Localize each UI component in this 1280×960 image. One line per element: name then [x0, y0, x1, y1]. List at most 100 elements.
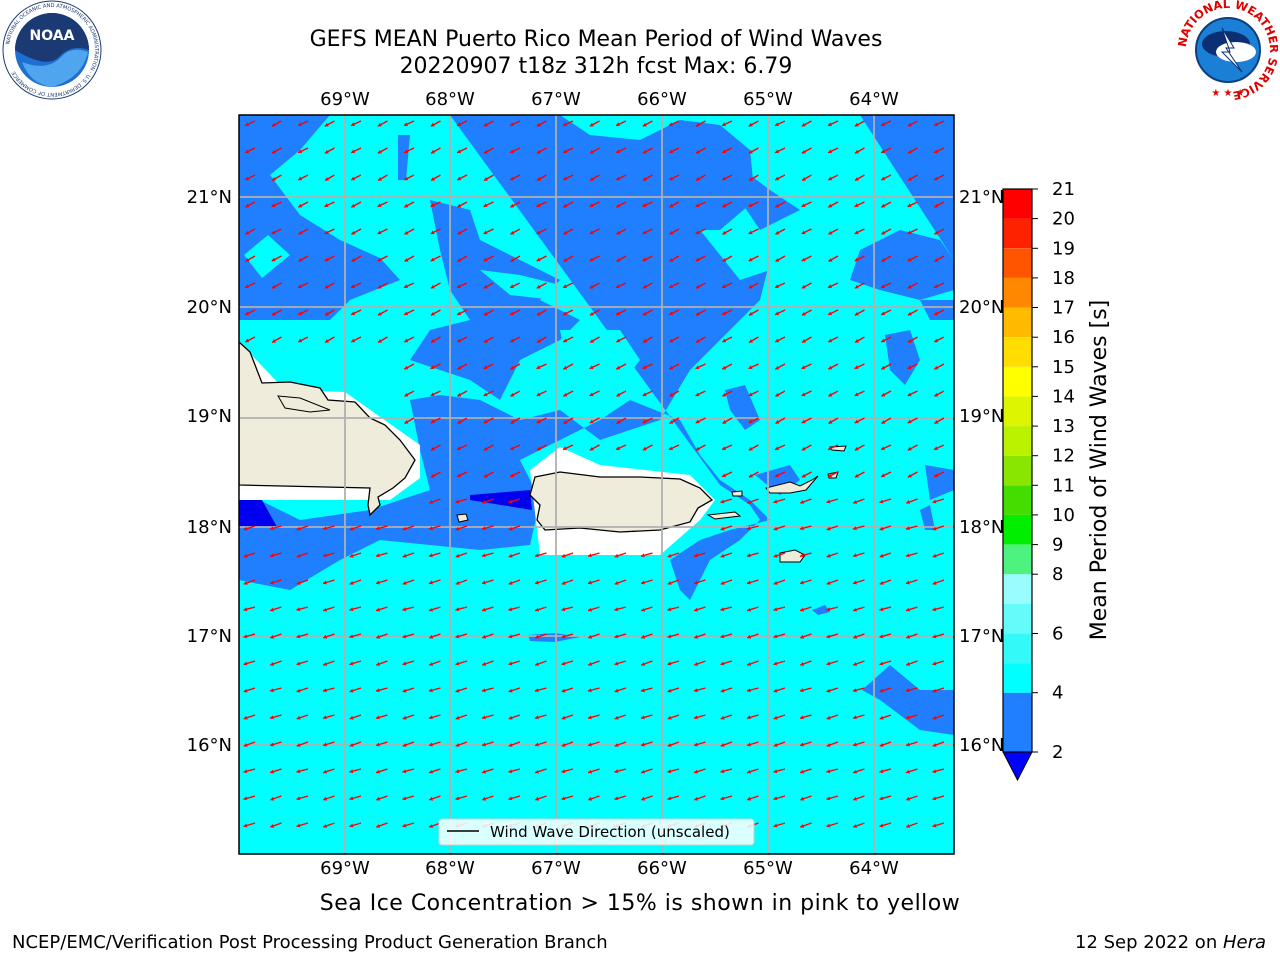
graticule: [239, 115, 954, 854]
colorbar-tick-label: 9: [1052, 535, 1063, 556]
wave-arrow-head: [508, 743, 513, 747]
wave-arrow-head: [932, 634, 937, 639]
lat-label-right: 20°N: [959, 297, 1004, 318]
wave-arrow-head: [643, 177, 647, 181]
wave-arrow-head: [589, 122, 594, 127]
wave-arrow-head: [669, 311, 674, 316]
wave-arrow-head: [588, 580, 592, 585]
wave-arrow-head: [879, 796, 884, 801]
wave-arrow-head: [428, 526, 433, 531]
colorbar-segment: [1003, 366, 1032, 397]
wave-arrow-head: [773, 661, 778, 666]
wave-arrow-head: [535, 796, 540, 801]
wave-arrow-head: [934, 284, 938, 289]
wave-arrow-head: [404, 258, 409, 262]
colorbar-tick-label: 15: [1052, 357, 1075, 378]
wave-arrow-head: [349, 581, 354, 585]
wave-arrow-head: [298, 230, 303, 235]
wave-arrow-head: [402, 581, 407, 585]
wave-arrow-head: [510, 446, 514, 451]
wave-arrow-head: [536, 365, 541, 370]
wave-arrow-head: [296, 823, 301, 828]
wave-arrow-head: [351, 258, 356, 262]
wave-arrow-head: [298, 176, 303, 181]
wave-arrow-head: [694, 715, 698, 720]
wave-arrow-head: [881, 258, 886, 262]
wave-arrow-head: [245, 203, 250, 208]
wave-arrow-head: [616, 420, 621, 424]
wave-arrow-head: [482, 580, 486, 585]
wave-arrow-head: [349, 607, 354, 612]
wave-arrow-head: [271, 230, 276, 235]
wave-arrow-head: [323, 662, 328, 666]
wave-arrow-head: [457, 230, 462, 235]
wave-arrow-head: [296, 796, 301, 801]
very-low-period-region: [239, 500, 277, 527]
wave-arrow-head: [588, 769, 592, 774]
wave-arrow-head: [429, 500, 434, 504]
sea-ice-note: Sea Ice Concentration > 15% is shown in …: [319, 891, 961, 916]
wave-arrow-head: [430, 311, 435, 316]
low-period-regions: [239, 115, 954, 735]
wave-arrow-head: [695, 149, 700, 154]
wave-arrow-head: [563, 365, 568, 370]
lon-label-top: 69°W: [320, 89, 370, 110]
wave-arrow-head: [482, 662, 487, 666]
low-period-region: [862, 665, 954, 735]
low-period-region: [885, 330, 920, 385]
wave-arrow-head: [906, 769, 910, 774]
wave-arrow-head: [853, 607, 857, 612]
wave-arrow-head: [270, 742, 274, 747]
colorbar-segment: [1003, 189, 1032, 219]
wave-arrow-head: [800, 553, 804, 558]
wave-arrow-head: [694, 634, 699, 639]
wave-arrow-head: [349, 526, 354, 531]
wave-arrow-head: [298, 338, 303, 343]
wave-arrow-head: [932, 688, 937, 693]
wave-arrow-head: [905, 688, 910, 693]
hispaniola-land: [239, 341, 416, 517]
wave-arrow-head: [932, 581, 937, 585]
wave-arrow-head: [376, 634, 381, 639]
wave-arrow-head: [588, 796, 593, 801]
wave-arrow-head: [826, 688, 831, 693]
wave-arrow-head: [694, 553, 698, 558]
culebra-island: [731, 490, 743, 497]
wave-arrow-head: [536, 230, 541, 235]
wave-arrow-head: [296, 743, 301, 747]
colorbar-segment: [1003, 633, 1032, 664]
wave-arrow-head: [536, 203, 541, 208]
wave-arrow-head: [906, 824, 911, 828]
wave-arrow-head: [801, 149, 806, 154]
wave-arrow-head: [510, 258, 515, 262]
wave-arrow-head: [376, 553, 380, 558]
wave-arrow-head: [775, 284, 779, 289]
wave-arrow-head: [720, 634, 725, 639]
wave-arrow-head: [351, 230, 356, 235]
vieques-island: [706, 511, 742, 520]
wave-arrow-head: [616, 122, 620, 127]
wave-arrow-head: [563, 392, 568, 397]
wave-arrow-head: [377, 311, 382, 316]
wave-arrow-head: [298, 311, 303, 316]
wave-arrow-head: [455, 607, 460, 612]
wave-arrow-head: [906, 634, 911, 639]
map-legend: Wind Wave Direction (unscaled): [438, 818, 755, 846]
wave-arrow-head: [881, 176, 886, 181]
wave-arrow-head: [826, 526, 831, 531]
wave-arrow-head: [722, 230, 727, 235]
wave-arrow-head: [826, 743, 831, 747]
wave-arrow-head: [932, 526, 937, 531]
wave-arrow-head: [322, 688, 327, 693]
wave-arrow-head: [404, 149, 409, 154]
wave-arrow-head: [270, 662, 275, 666]
wave-arrow-head: [429, 607, 433, 612]
mid-period-region: [560, 330, 640, 400]
colorbar-frame: [1002, 188, 1033, 753]
wave-arrow-head: [296, 688, 301, 693]
colorbar-segment: [1003, 248, 1032, 278]
wave-arrow-head: [722, 338, 727, 343]
st-croix-island: [779, 549, 806, 563]
wave-arrow-head: [272, 177, 276, 181]
wave-arrow-head: [694, 580, 698, 585]
